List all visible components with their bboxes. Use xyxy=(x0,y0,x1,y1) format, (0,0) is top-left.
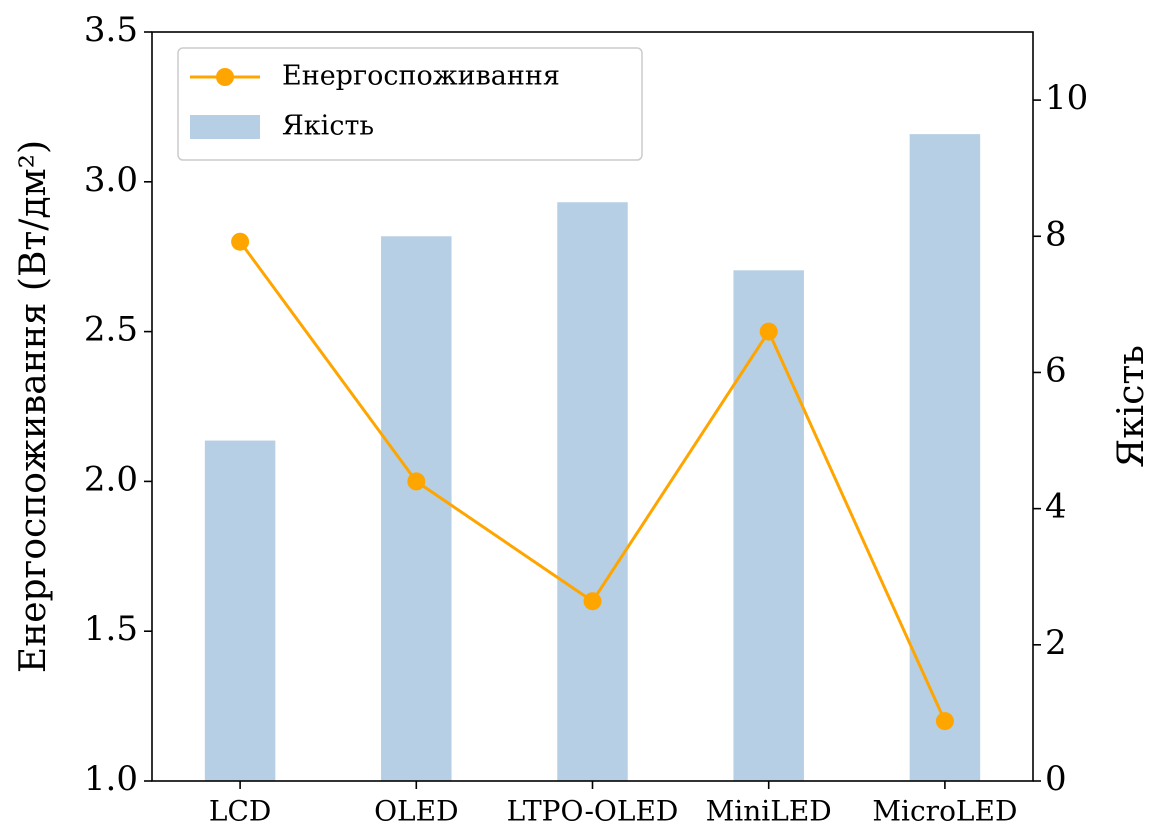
y2-tick-label: 4 xyxy=(1045,487,1067,527)
bar xyxy=(381,236,452,782)
y-tick-label: 3.0 xyxy=(84,160,138,200)
x-tick-label: MiniLED xyxy=(706,795,832,828)
x-tick-label: OLED xyxy=(374,795,458,828)
legend-marker xyxy=(216,68,234,86)
line-marker xyxy=(231,232,250,251)
legend-patch xyxy=(190,115,260,139)
legend: Енергоспоживання Якість xyxy=(177,47,643,161)
y-tick-label: 1.5 xyxy=(84,609,138,649)
bar xyxy=(557,202,628,781)
bar xyxy=(909,134,981,782)
legend-box xyxy=(177,47,643,161)
y2-tick-label: 2 xyxy=(1045,623,1067,663)
y2-tick-label: 10 xyxy=(1045,78,1088,118)
bar xyxy=(733,270,804,781)
y-tick-label: 2.0 xyxy=(84,459,138,499)
y-tick-label: 1.0 xyxy=(84,759,138,799)
y-tick-label: 3.5 xyxy=(84,10,138,50)
line-marker xyxy=(407,472,426,491)
y-tick-label: 2.5 xyxy=(84,310,138,350)
line-marker xyxy=(583,592,602,611)
line-marker xyxy=(935,712,954,731)
x-tick-label: LTPO-OLED xyxy=(507,795,679,828)
bar xyxy=(204,440,276,781)
x-tick-label: MicroLED xyxy=(872,795,1017,828)
legend-label: Якість xyxy=(282,111,374,142)
y2-tick-label: 0 xyxy=(1045,759,1067,799)
y-axis-label: Енергоспоживання (Вт/дм²) xyxy=(13,140,54,673)
y2-tick-label: 8 xyxy=(1045,214,1067,254)
legend-label: Енергоспоживання xyxy=(282,61,560,92)
line-marker xyxy=(759,322,778,341)
x-tick-label: LCD xyxy=(209,795,271,828)
y2-tick-label: 6 xyxy=(1045,350,1067,390)
y2-axis-label: Якість xyxy=(1111,345,1152,468)
